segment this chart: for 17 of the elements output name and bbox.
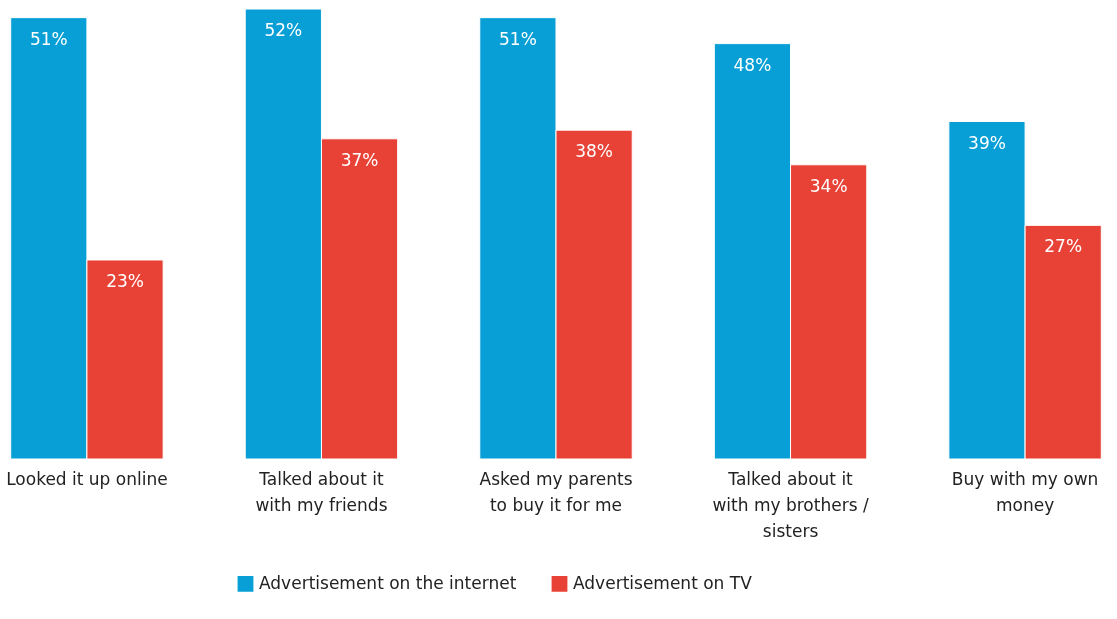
- legend-label: Advertisement on the internet: [259, 572, 517, 593]
- data-label: 27%: [1044, 236, 1083, 257]
- x-tick-label: Asked my parents to buy it for me: [479, 468, 633, 515]
- x-tick-label: Looked it up online: [6, 468, 168, 489]
- data-label: 39%: [968, 132, 1006, 153]
- x-tick-label: Buy with my own money: [951, 468, 1099, 515]
- data-label: 51%: [498, 28, 537, 49]
- data-label: 51%: [29, 28, 68, 49]
- data-label: 37%: [340, 149, 379, 170]
- x-tick-label: Talked about it with my brothers / sisters: [712, 468, 869, 541]
- data-label: 34%: [809, 175, 848, 196]
- data-label: 52%: [264, 20, 303, 40]
- data-label: 48%: [733, 54, 772, 75]
- data-label: 38%: [575, 141, 614, 162]
- x-tick-label: Talked about it with my friends: [255, 468, 388, 515]
- data-label: 23%: [106, 270, 144, 291]
- legend-label: Advertisement on TV: [573, 572, 753, 593]
